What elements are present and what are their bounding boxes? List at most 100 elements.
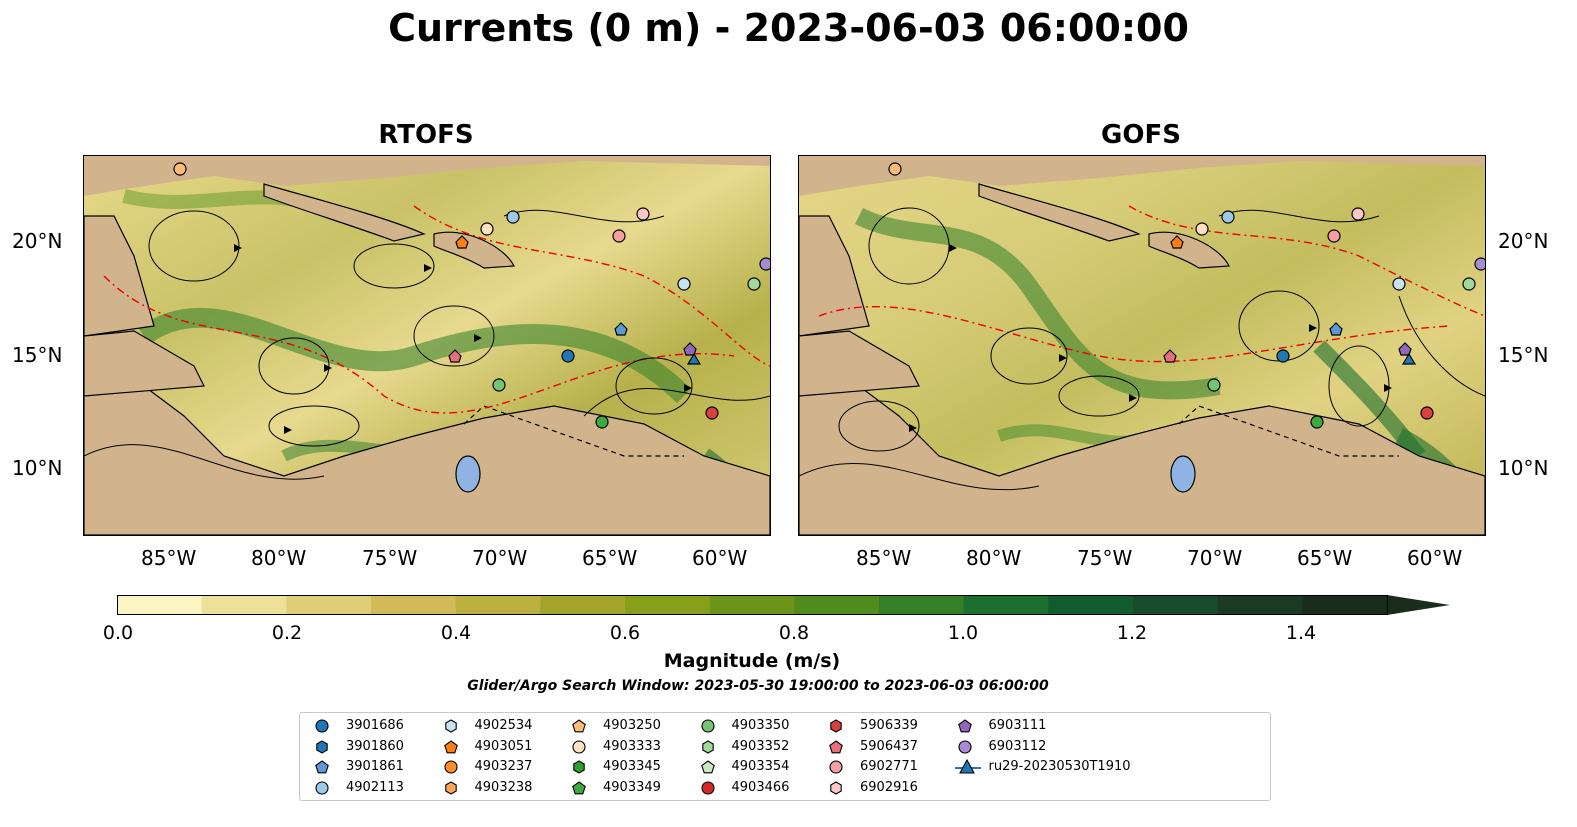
legend-label: ru29-20230530T1910 xyxy=(988,759,1131,774)
circle-marker-icon xyxy=(957,739,972,754)
colorbar-cell xyxy=(371,595,457,615)
colorbar-cell xyxy=(794,595,880,615)
legend-label: 4903345 xyxy=(603,759,661,774)
circle-marker-icon xyxy=(443,760,458,774)
pentagon-marker-icon xyxy=(315,760,329,774)
legend-label: 3901860 xyxy=(346,738,404,754)
hexagon-marker-icon xyxy=(701,739,714,754)
colorbar-title: Magnitude (m/s) xyxy=(663,650,841,672)
pentagon-marker-icon xyxy=(957,719,972,733)
legend: 3901686 3901860 3901861 4902113 4902534 49030… xyxy=(299,712,1271,801)
triangle-line-marker-icon xyxy=(954,758,981,774)
legend-label: 4903352 xyxy=(731,738,790,754)
colorbar-cell xyxy=(1302,595,1388,615)
hexagon-marker-icon xyxy=(444,780,457,795)
hexagon-marker-icon xyxy=(316,739,328,754)
pentagon-marker-icon xyxy=(829,739,843,753)
search-window-caption: Glider/Argo Search Window: 2023-05-30 19… xyxy=(467,678,1049,694)
colorbar-extend-arrow xyxy=(1387,595,1450,615)
legend-label: 6903111 xyxy=(988,718,1047,733)
colorbar-cell xyxy=(286,595,372,615)
lon-tick-left-60w: 60°W xyxy=(692,546,748,570)
legend-label: 5906339 xyxy=(860,718,918,733)
lon-tick-right-65w: 65°W xyxy=(1297,546,1353,570)
lon-tick-right-85w: 85°W xyxy=(856,546,912,570)
colorbar-cell xyxy=(201,595,287,615)
legend-label: 4903466 xyxy=(731,779,790,795)
hexagon-marker-icon xyxy=(573,760,585,774)
legend-label: 6902771 xyxy=(860,759,918,774)
colorbar-cells xyxy=(117,595,1388,615)
lat-tick-left-10n: 10°N xyxy=(12,456,63,480)
lon-tick-right-60w: 60°W xyxy=(1407,546,1463,570)
pentagon-marker-icon xyxy=(443,739,458,753)
lon-tick-right-70w: 70°W xyxy=(1187,546,1243,570)
lon-tick-right-80w: 80°W xyxy=(966,546,1022,570)
legend-label: 6903112 xyxy=(988,738,1047,754)
colorbar-cell xyxy=(455,595,541,615)
lon-tick-left-75w: 75°W xyxy=(362,546,418,570)
circle-marker-icon xyxy=(700,780,715,795)
lon-tick-left-70w: 70°W xyxy=(472,546,528,570)
colorbar-tick-0.6: 0.6 xyxy=(609,622,641,644)
panel-title-gofs: GOFS xyxy=(1101,120,1181,150)
legend-label: 4902534 xyxy=(474,718,533,733)
colorbar xyxy=(117,595,1450,615)
legend-label: 4903237 xyxy=(474,759,533,774)
pentagon-marker-icon xyxy=(572,719,586,733)
legend-label: 4903051 xyxy=(474,738,533,754)
colorbar-tick-1.2: 1.2 xyxy=(1116,622,1148,644)
lat-tick-left-20n: 20°N xyxy=(12,229,63,253)
legend-label: 6902916 xyxy=(860,779,918,795)
hexagon-marker-icon xyxy=(830,780,842,795)
legend-label: 5906437 xyxy=(860,738,918,754)
colorbar-cell xyxy=(117,595,203,615)
colorbar-cell xyxy=(1133,595,1219,615)
lat-tick-left-15n: 15°N xyxy=(12,343,63,367)
rtofs-map xyxy=(83,155,771,536)
colorbar-tick-0.2: 0.2 xyxy=(271,622,303,644)
lon-tick-left-80w: 80°W xyxy=(251,546,307,570)
colorbar-cell xyxy=(1048,595,1134,615)
lat-tick-right-15n: 15°N xyxy=(1498,343,1549,367)
gofs-map xyxy=(798,155,1486,536)
colorbar-cell xyxy=(1217,595,1303,615)
main-title: Currents (0 m) - 2023-06-03 06:00:00 xyxy=(388,6,1189,50)
colorbar-tick-0.4: 0.4 xyxy=(440,622,472,644)
colorbar-cell xyxy=(540,595,626,615)
circle-marker-icon xyxy=(572,739,586,754)
pentagon-marker-icon xyxy=(700,760,715,774)
colorbar-outline xyxy=(117,595,1388,615)
panel-title-rtofs: RTOFS xyxy=(378,120,474,150)
pentagon-marker-icon xyxy=(572,780,586,794)
lon-tick-left-65w: 65°W xyxy=(582,546,638,570)
legend-label: 4903250 xyxy=(603,718,661,733)
colorbar-cell xyxy=(963,595,1049,615)
legend-label: 4903354 xyxy=(731,759,790,774)
circle-marker-icon xyxy=(315,780,329,795)
hexagon-marker-icon xyxy=(444,719,457,733)
legend-label: 4903333 xyxy=(603,738,661,754)
colorbar-tick-0.8: 0.8 xyxy=(778,622,810,644)
rtofs-map-canvas xyxy=(84,156,770,535)
lon-tick-left-85w: 85°W xyxy=(141,546,197,570)
colorbar-tick-0.0: 0.0 xyxy=(102,622,134,644)
circle-marker-icon xyxy=(829,760,843,774)
circle-marker-icon xyxy=(315,719,329,733)
legend-label: 4903349 xyxy=(603,779,661,795)
legend-label: 4902113 xyxy=(346,779,404,795)
lat-tick-right-20n: 20°N xyxy=(1498,229,1549,253)
legend-label: 3901686 xyxy=(346,718,404,733)
colorbar-tick-1.4: 1.4 xyxy=(1285,622,1317,644)
hexagon-marker-icon xyxy=(830,719,842,733)
legend-label: 4903350 xyxy=(731,718,790,733)
colorbar-cell xyxy=(625,595,711,615)
colorbar-cell xyxy=(879,595,965,615)
gofs-map-canvas xyxy=(799,156,1485,535)
legend-label: 4903238 xyxy=(474,779,533,795)
colorbar-cell xyxy=(709,595,795,615)
colorbar-tick-1.0: 1.0 xyxy=(947,622,979,644)
lon-tick-right-75w: 75°W xyxy=(1077,546,1133,570)
circle-marker-icon xyxy=(700,719,715,733)
legend-label: 3901861 xyxy=(346,759,404,774)
